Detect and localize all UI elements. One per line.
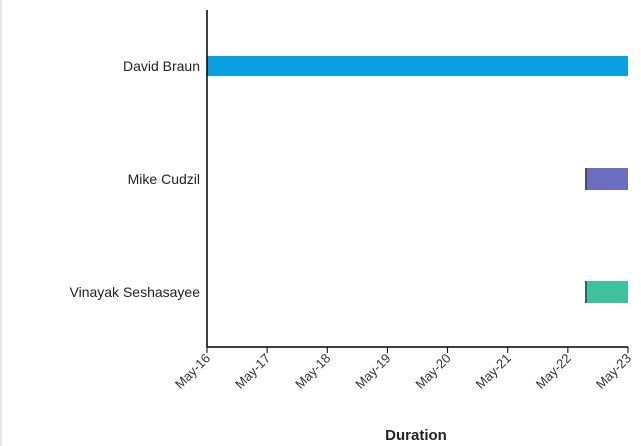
x-tick-label: May-23 [593,351,634,392]
category-label: David Braun [123,58,200,74]
left-edge-rule [0,0,2,446]
category-labels-group: David Braun Mike Cudzil Vinayak Seshasayee [70,58,201,300]
category-label: Vinayak Seshasayee [70,284,201,300]
gantt-bar [585,168,628,190]
x-ticks-group: May-16 May-17 May-18 May-19 May-20 May-21 May-… [172,347,634,392]
gantt-bar [585,281,628,303]
x-axis-title: Duration [385,427,447,444]
x-tick-label: May-17 [232,351,273,392]
x-tick-label: May-18 [292,351,333,392]
x-tick-label: May-20 [412,351,453,392]
bars-group [207,56,628,303]
x-tick-label: May-21 [473,351,514,392]
category-label: Mike Cudzil [128,171,200,187]
x-tick-label: May-19 [352,351,393,392]
gantt-bar [207,56,628,76]
x-tick-label: May-16 [172,351,213,392]
x-tick-label: May-22 [533,351,574,392]
